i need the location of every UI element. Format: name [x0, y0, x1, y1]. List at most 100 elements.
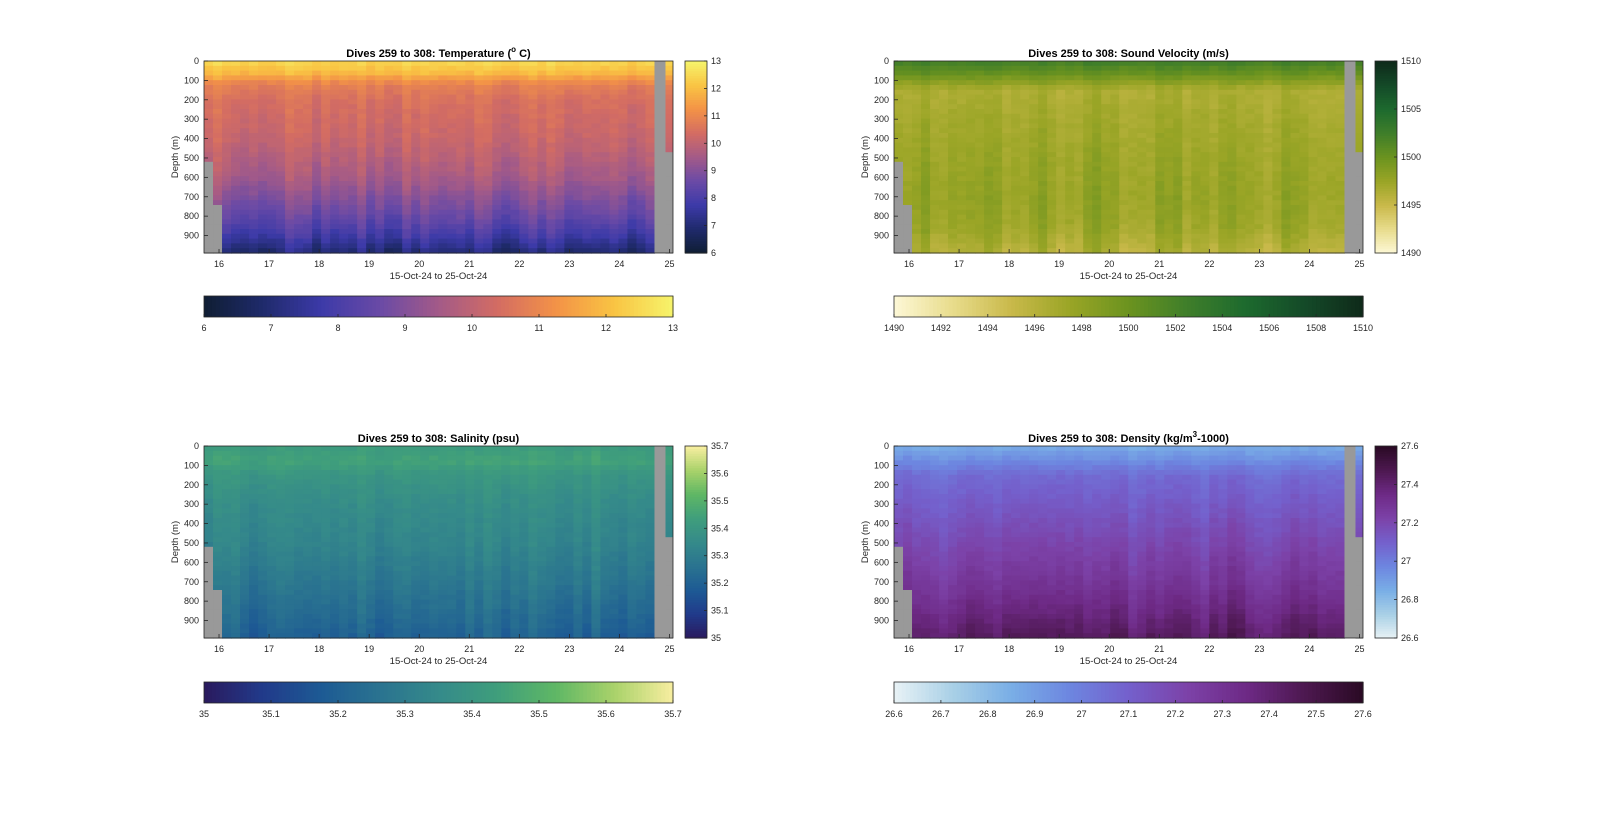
heatmap-cell [348, 152, 358, 158]
heatmap-cell [429, 70, 439, 76]
heatmap-cell [1254, 85, 1264, 91]
heatmap-cell [249, 109, 259, 115]
heatmap-cell [348, 89, 358, 96]
heatmap-cell [1173, 233, 1183, 240]
heatmap-cell [1047, 205, 1057, 211]
heatmap-cell [519, 205, 529, 211]
heatmap-cell [1272, 99, 1283, 105]
heatmap-cell [519, 152, 529, 158]
heatmap-cell [1182, 224, 1192, 230]
heatmap-cell [321, 89, 331, 96]
heatmap-cell [1245, 70, 1255, 76]
heatmap-cell [1047, 65, 1057, 72]
heatmap-cell [1173, 200, 1183, 206]
heatmap-cell [1056, 181, 1066, 187]
heatmap-cell [402, 128, 412, 134]
heatmap-cell [1272, 142, 1283, 148]
heatmap-cell [957, 142, 967, 148]
heatmap-cell [966, 104, 976, 110]
heatmap-cell [528, 219, 538, 225]
heatmap-cell [213, 609, 223, 615]
colorbar-step [551, 296, 557, 317]
heatmap-cell [1128, 233, 1138, 240]
heatmap-cell [1227, 200, 1237, 206]
heatmap-cell [483, 137, 493, 144]
heatmap-cell [912, 214, 922, 220]
heatmap-cell [555, 190, 565, 196]
heatmap-cell [258, 609, 268, 615]
heatmap-cell [483, 118, 493, 124]
heatmap-cell [1182, 109, 1192, 115]
heatmap-cell [645, 176, 656, 182]
heatmap-cell [1020, 61, 1030, 67]
heatmap-cell [1056, 243, 1066, 249]
heatmap-cell [249, 65, 259, 72]
heatmap-cell [555, 61, 565, 67]
heatmap-cell [474, 238, 484, 244]
heatmap-cell [447, 200, 457, 206]
heatmap-cell [330, 166, 340, 172]
heatmap-cell [213, 133, 223, 139]
heatmap-cell [1146, 123, 1156, 129]
heatmap-cell [312, 147, 322, 153]
heatmap-cell [231, 181, 241, 187]
heatmap-cell [1182, 94, 1192, 100]
heatmap-cell [1254, 181, 1264, 187]
heatmap-cell [948, 109, 958, 115]
heatmap-cell [1326, 152, 1337, 158]
x-tick-label: 22 [1204, 259, 1214, 269]
heatmap-cell [1191, 233, 1201, 240]
heatmap-cell [1236, 133, 1246, 139]
heatmap-cell [1209, 233, 1219, 240]
heatmap-cell [483, 65, 493, 72]
heatmap-cell [1128, 80, 1138, 86]
heatmap-cell [285, 89, 295, 96]
heatmap-cell [366, 166, 376, 172]
colorbar-step [960, 296, 965, 317]
heatmap-cell [267, 142, 277, 148]
heatmap-cell [555, 128, 565, 134]
heatmap-cell [957, 118, 967, 124]
heatmap-cell [411, 248, 421, 254]
colorbar-step [602, 296, 608, 317]
heatmap-cell [204, 479, 214, 485]
heatmap-cell [384, 109, 394, 115]
x-tick-label: 20 [1104, 259, 1114, 269]
heatmap-cell [957, 137, 967, 144]
colorbar-step [274, 296, 279, 317]
heatmap-cell [474, 118, 484, 124]
heatmap-cell [276, 561, 286, 567]
heatmap-cell [582, 152, 593, 158]
heatmap-cell [222, 123, 232, 129]
heatmap-cell [966, 61, 976, 67]
heatmap-cell [546, 142, 556, 148]
heatmap-cell [276, 89, 286, 96]
colorbar-step [1253, 296, 1259, 317]
heatmap-cell [1191, 176, 1201, 182]
heatmap-cell [1335, 190, 1346, 196]
heatmap-cell [483, 233, 493, 240]
colorbar-tick-label: 11 [534, 323, 543, 333]
heatmap-cell [993, 65, 1003, 72]
heatmap-cell [1110, 195, 1120, 201]
heatmap-cell [957, 99, 967, 105]
heatmap-cell [1209, 70, 1219, 76]
heatmap-cell [948, 214, 958, 220]
heatmap-cell [411, 200, 421, 206]
heatmap-cell [1317, 214, 1328, 220]
colorbar-step [991, 296, 997, 317]
heatmap-cell [600, 209, 611, 216]
heatmap-cell [303, 89, 313, 96]
heatmap-cell [1299, 205, 1310, 211]
heatmap-cell [645, 128, 656, 134]
heatmap-cell [1011, 171, 1021, 177]
heatmap-cell [1173, 181, 1183, 187]
heatmap-cell [1110, 94, 1120, 100]
heatmap-cell [1065, 248, 1075, 254]
heatmap-cell [1065, 200, 1075, 206]
colorbar-step [1202, 296, 1208, 317]
heatmap-cell [665, 238, 673, 244]
heatmap-cell [546, 185, 556, 192]
heatmap-cell [1083, 85, 1093, 91]
